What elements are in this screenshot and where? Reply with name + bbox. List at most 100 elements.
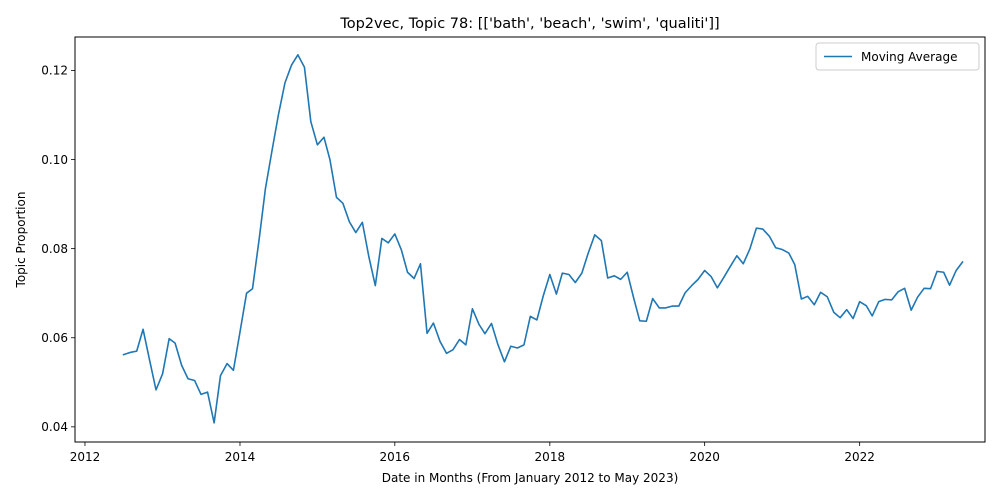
y-tick-label: 0.12 [41,64,68,78]
data-point [174,342,176,344]
x-tick-label: 2012 [70,450,101,464]
data-point [342,202,344,204]
data-point [246,292,248,294]
data-point [187,378,189,380]
data-point [859,301,861,303]
data-point [788,252,790,254]
x-tick-label: 2022 [844,450,875,464]
y-axis-label: Topic Proportion [14,192,28,289]
data-point [291,64,293,66]
data-point [910,309,912,311]
data-point [930,288,932,290]
data-point [129,352,131,354]
data-point [472,308,474,310]
data-point [317,144,319,146]
data-point [794,264,796,266]
data-point [678,305,680,307]
data-point [665,307,667,309]
data-point [813,304,815,306]
data-point [839,317,841,319]
data-point [162,373,164,375]
data-point [459,339,461,341]
data-point [684,292,686,294]
data-point [200,394,202,396]
data-point [749,248,751,250]
data-point [362,222,364,224]
data-point [407,271,409,273]
legend-label: Moving Average [861,50,957,64]
x-axis-label: Date in Months (From January 2012 to May… [382,471,679,485]
data-point [433,322,435,324]
data-point [652,298,654,300]
data-point [756,227,758,229]
data-point [426,332,428,334]
x-tick-label: 2020 [689,450,720,464]
data-point [252,288,254,290]
data-point [846,309,848,311]
data-point [491,323,493,325]
legend-box [815,42,980,71]
data-point [614,275,616,277]
data-point [271,150,273,152]
data-point [710,276,712,278]
data-point [736,255,738,257]
data-point [297,54,299,56]
x-tick-label: 2018 [535,450,566,464]
data-point [574,282,576,284]
data-point [620,279,622,281]
plot-frame [74,36,986,443]
data-point [801,298,803,300]
data-point [762,228,764,230]
data-point [136,350,138,352]
data-point [826,296,828,298]
data-point [523,344,525,346]
data-point [949,284,951,286]
data-point [556,293,558,295]
data-point [594,234,596,236]
data-point [884,299,886,301]
data-point [878,301,880,303]
data-point [220,375,222,377]
data-point [510,345,512,347]
data-point [368,256,370,258]
data-point [917,296,919,298]
legend: Moving Average [815,42,980,71]
data-point [517,347,519,349]
data-point [387,242,389,244]
data-point [646,320,648,322]
data-point [607,277,609,279]
data-point [891,299,893,301]
data-point [639,320,641,322]
data-point [123,354,125,356]
data-point [258,239,260,241]
data-point [413,278,415,280]
data-point [149,360,151,362]
data-point [194,380,196,382]
data-point [962,261,964,263]
data-point [943,271,945,273]
data-point [401,249,403,251]
data-point [704,270,706,272]
data-point [536,319,538,321]
data-point [671,305,673,307]
data-point [381,238,383,240]
data-point [865,305,867,307]
data-point [155,389,157,391]
x-tick-label: 2014 [225,450,256,464]
data-point [465,344,467,346]
data-point [601,240,603,242]
data-point [807,296,809,298]
data-point [542,295,544,297]
data-point [265,188,267,190]
data-point [781,249,783,251]
data-point [142,328,144,330]
data-point [323,136,325,138]
data-point [697,279,699,281]
data-point [226,363,228,365]
data-point [568,274,570,276]
data-point [349,221,351,223]
y-tick-label: 0.04 [41,420,68,434]
x-tick-label: 2016 [380,450,411,464]
